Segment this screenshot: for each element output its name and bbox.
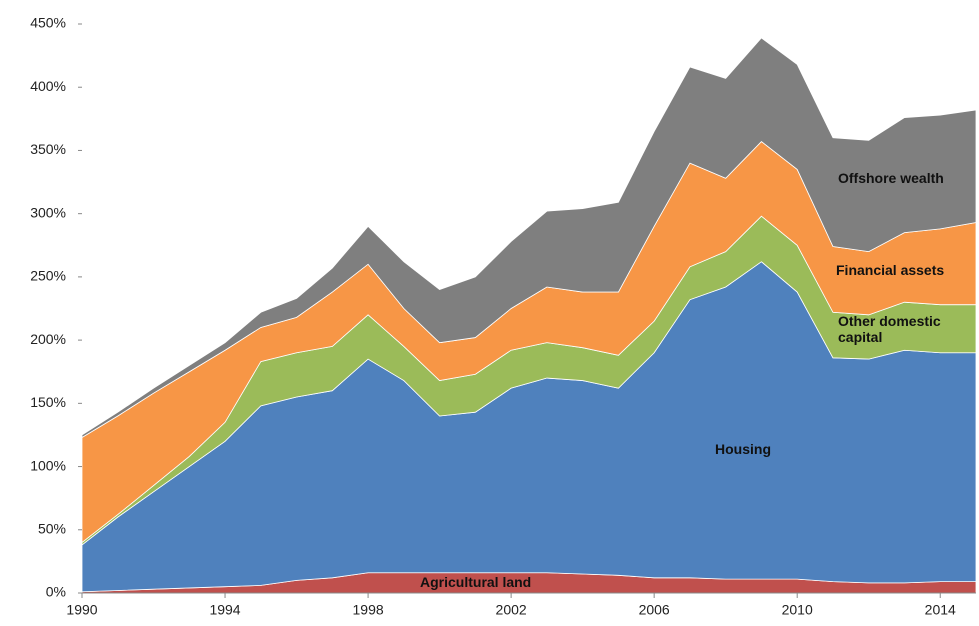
- y-tick-label: 450%: [30, 15, 66, 31]
- y-tick-label: 150%: [30, 394, 66, 410]
- x-tick-label: 1994: [209, 602, 240, 618]
- y-tick-label: 250%: [30, 268, 66, 284]
- series-label: Other domestic capital: [838, 313, 941, 345]
- x-tick-label: 2010: [782, 602, 813, 618]
- y-tick-label: 0%: [46, 584, 66, 600]
- y-tick-label: 300%: [30, 204, 66, 220]
- y-tick-label: 400%: [30, 78, 66, 94]
- y-tick-label: 200%: [30, 331, 66, 347]
- series-label: Offshore wealth: [838, 170, 944, 186]
- y-tick-label: 350%: [30, 141, 66, 157]
- x-tick-label: 2002: [496, 602, 527, 618]
- y-tick-label: 100%: [30, 457, 66, 473]
- series-label: Financial assets: [836, 262, 945, 278]
- area: [81, 37, 977, 439]
- x-tick-label: 2014: [925, 602, 956, 618]
- y-tick-label: 50%: [38, 520, 66, 536]
- series-label: Agricultural land: [420, 574, 532, 590]
- x-tick-label: 1990: [66, 602, 97, 618]
- x-tick-label: 2006: [639, 602, 670, 618]
- series-label: Housing: [715, 441, 771, 457]
- x-tick-label: 1998: [353, 602, 384, 618]
